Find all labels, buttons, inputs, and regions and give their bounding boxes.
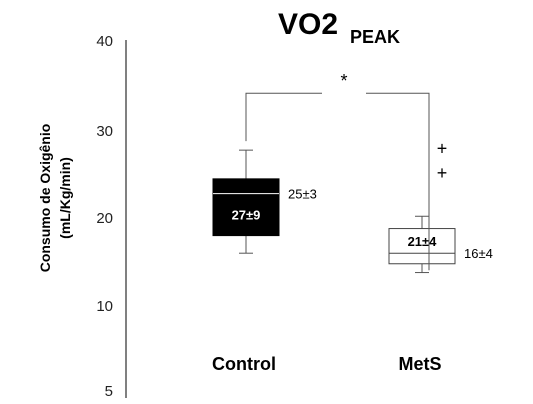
category-label-mets: MetS	[398, 354, 441, 374]
y-tick-label: 20	[96, 210, 113, 227]
chart-title-subscript: PEAK	[350, 27, 400, 47]
chart-title: VO2	[278, 8, 338, 41]
y-axis-label-line1: Consumo de Oxigênio	[37, 124, 53, 273]
y-tick-label: 30	[96, 123, 113, 140]
significance-bracket: *	[245, 71, 430, 271]
y-tick-label: 5	[105, 383, 113, 400]
y-axis-ticks: 5 10 20 30 40	[96, 33, 113, 400]
y-axis-label-line2: (mL/Kg/min)	[57, 157, 73, 239]
category-labels: Control MetS	[212, 354, 442, 374]
median-label: 25±3	[288, 187, 317, 202]
median-label: 16±4	[464, 246, 493, 261]
box-series: 27±9 25±3 21±4 16±4 + +	[212, 138, 493, 274]
box-body	[212, 178, 280, 237]
y-tick-label: 10	[96, 298, 113, 315]
mean-label: 27±9	[232, 208, 261, 223]
box-body	[388, 228, 456, 265]
mean-label: 21±4	[408, 234, 438, 249]
y-axis-label: Consumo de Oxigênio (mL/Kg/min)	[37, 124, 73, 273]
outlier-marker: +	[437, 138, 448, 158]
box-control: 27±9 25±3	[212, 149, 317, 254]
outlier-marker: +	[437, 163, 448, 183]
bracket-left-arm	[245, 92, 322, 142]
bracket-right-arm	[366, 92, 430, 271]
y-tick-label: 40	[96, 33, 113, 50]
significance-asterisk: *	[340, 71, 347, 91]
box-mets: 21±4 16±4 + +	[388, 138, 493, 274]
category-label-control: Control	[212, 354, 276, 374]
